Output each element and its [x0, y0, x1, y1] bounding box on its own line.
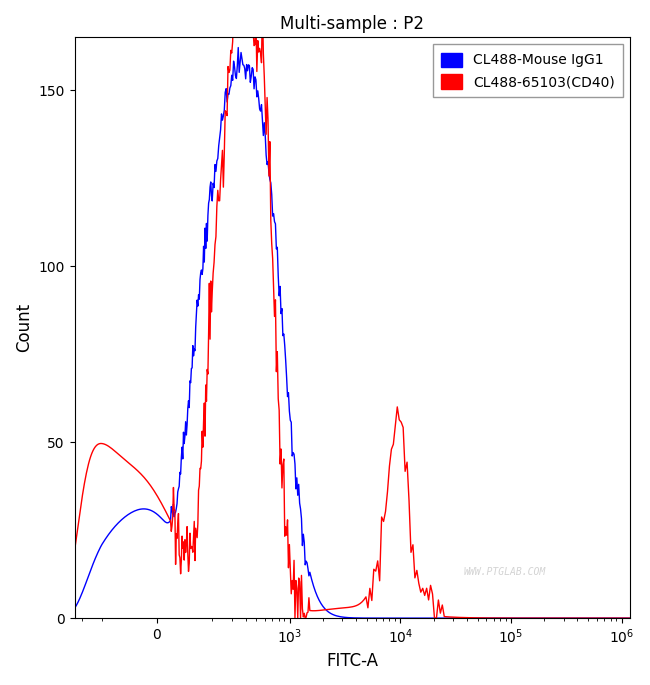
CL488-65103(CD40) — [291, 614, 299, 622]
CL488-65103(CD40) — [71, 546, 79, 554]
CL488-Mouse IgG1 — [274, 272, 282, 280]
CL488-Mouse IgG1 — [607, 614, 615, 622]
Legend: CL488-Mouse IgG1, CL488-65103(CD40): CL488-Mouse IgG1, CL488-65103(CD40) — [433, 45, 623, 97]
CL488-65103(CD40) — [170, 484, 177, 492]
CL488-65103(CD40) — [627, 614, 634, 622]
CL488-Mouse IgG1 — [218, 116, 226, 124]
CL488-Mouse IgG1 — [170, 500, 177, 508]
CL488-65103(CD40) — [218, 146, 226, 154]
CL488-Mouse IgG1 — [71, 604, 79, 612]
CL488-Mouse IgG1 — [235, 43, 242, 51]
Title: Multi-sample : P2: Multi-sample : P2 — [280, 15, 424, 33]
Line: CL488-65103(CD40): CL488-65103(CD40) — [75, 0, 630, 618]
CL488-65103(CD40) — [307, 606, 315, 614]
CL488-Mouse IgG1 — [627, 614, 634, 622]
CL488-Mouse IgG1 — [306, 568, 314, 576]
CL488-Mouse IgG1 — [513, 614, 521, 622]
Text: WWW.PTGLAB.COM: WWW.PTGLAB.COM — [463, 567, 546, 577]
CL488-65103(CD40) — [517, 614, 525, 622]
Line: CL488-Mouse IgG1: CL488-Mouse IgG1 — [75, 47, 630, 618]
Y-axis label: Count: Count — [15, 303, 33, 352]
CL488-65103(CD40) — [274, 395, 282, 403]
CL488-65103(CD40) — [611, 614, 619, 622]
X-axis label: FITC-A: FITC-A — [326, 652, 378, 670]
